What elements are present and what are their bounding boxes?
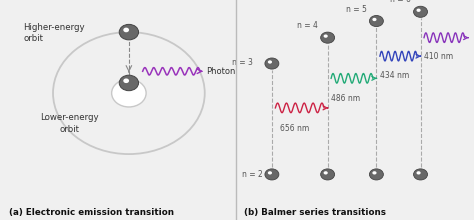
Text: n = 6: n = 6: [390, 0, 411, 4]
Circle shape: [268, 171, 272, 174]
Circle shape: [324, 35, 328, 38]
Text: n = 3: n = 3: [232, 58, 253, 67]
Circle shape: [373, 18, 376, 21]
Circle shape: [119, 75, 138, 91]
Circle shape: [417, 9, 420, 12]
Circle shape: [112, 79, 146, 107]
Circle shape: [324, 171, 328, 174]
Circle shape: [123, 28, 129, 32]
Text: n = 4: n = 4: [298, 21, 319, 30]
Text: n = 5: n = 5: [346, 5, 367, 14]
Circle shape: [413, 169, 428, 180]
Text: Lower-energy
orbit: Lower-energy orbit: [40, 113, 99, 134]
Circle shape: [369, 15, 383, 27]
Text: Photon: Photon: [206, 67, 235, 76]
Circle shape: [119, 24, 138, 40]
Text: n = 2: n = 2: [242, 170, 263, 179]
Circle shape: [268, 60, 272, 64]
Text: 410 nm: 410 nm: [424, 52, 453, 61]
Circle shape: [417, 171, 420, 174]
Text: Higher-energy
orbit: Higher-energy orbit: [23, 23, 85, 43]
Circle shape: [265, 58, 279, 69]
Text: (b) Balmer series transitions: (b) Balmer series transitions: [244, 208, 386, 217]
Circle shape: [320, 169, 335, 180]
Circle shape: [265, 169, 279, 180]
Circle shape: [373, 171, 376, 174]
Circle shape: [413, 6, 428, 17]
Text: 656 nm: 656 nm: [280, 124, 309, 133]
Text: 434 nm: 434 nm: [380, 71, 409, 80]
Text: 486 nm: 486 nm: [331, 94, 360, 103]
Circle shape: [123, 79, 129, 83]
Text: (a) Electronic emission transition: (a) Electronic emission transition: [9, 208, 174, 217]
Circle shape: [369, 169, 383, 180]
Circle shape: [320, 32, 335, 43]
